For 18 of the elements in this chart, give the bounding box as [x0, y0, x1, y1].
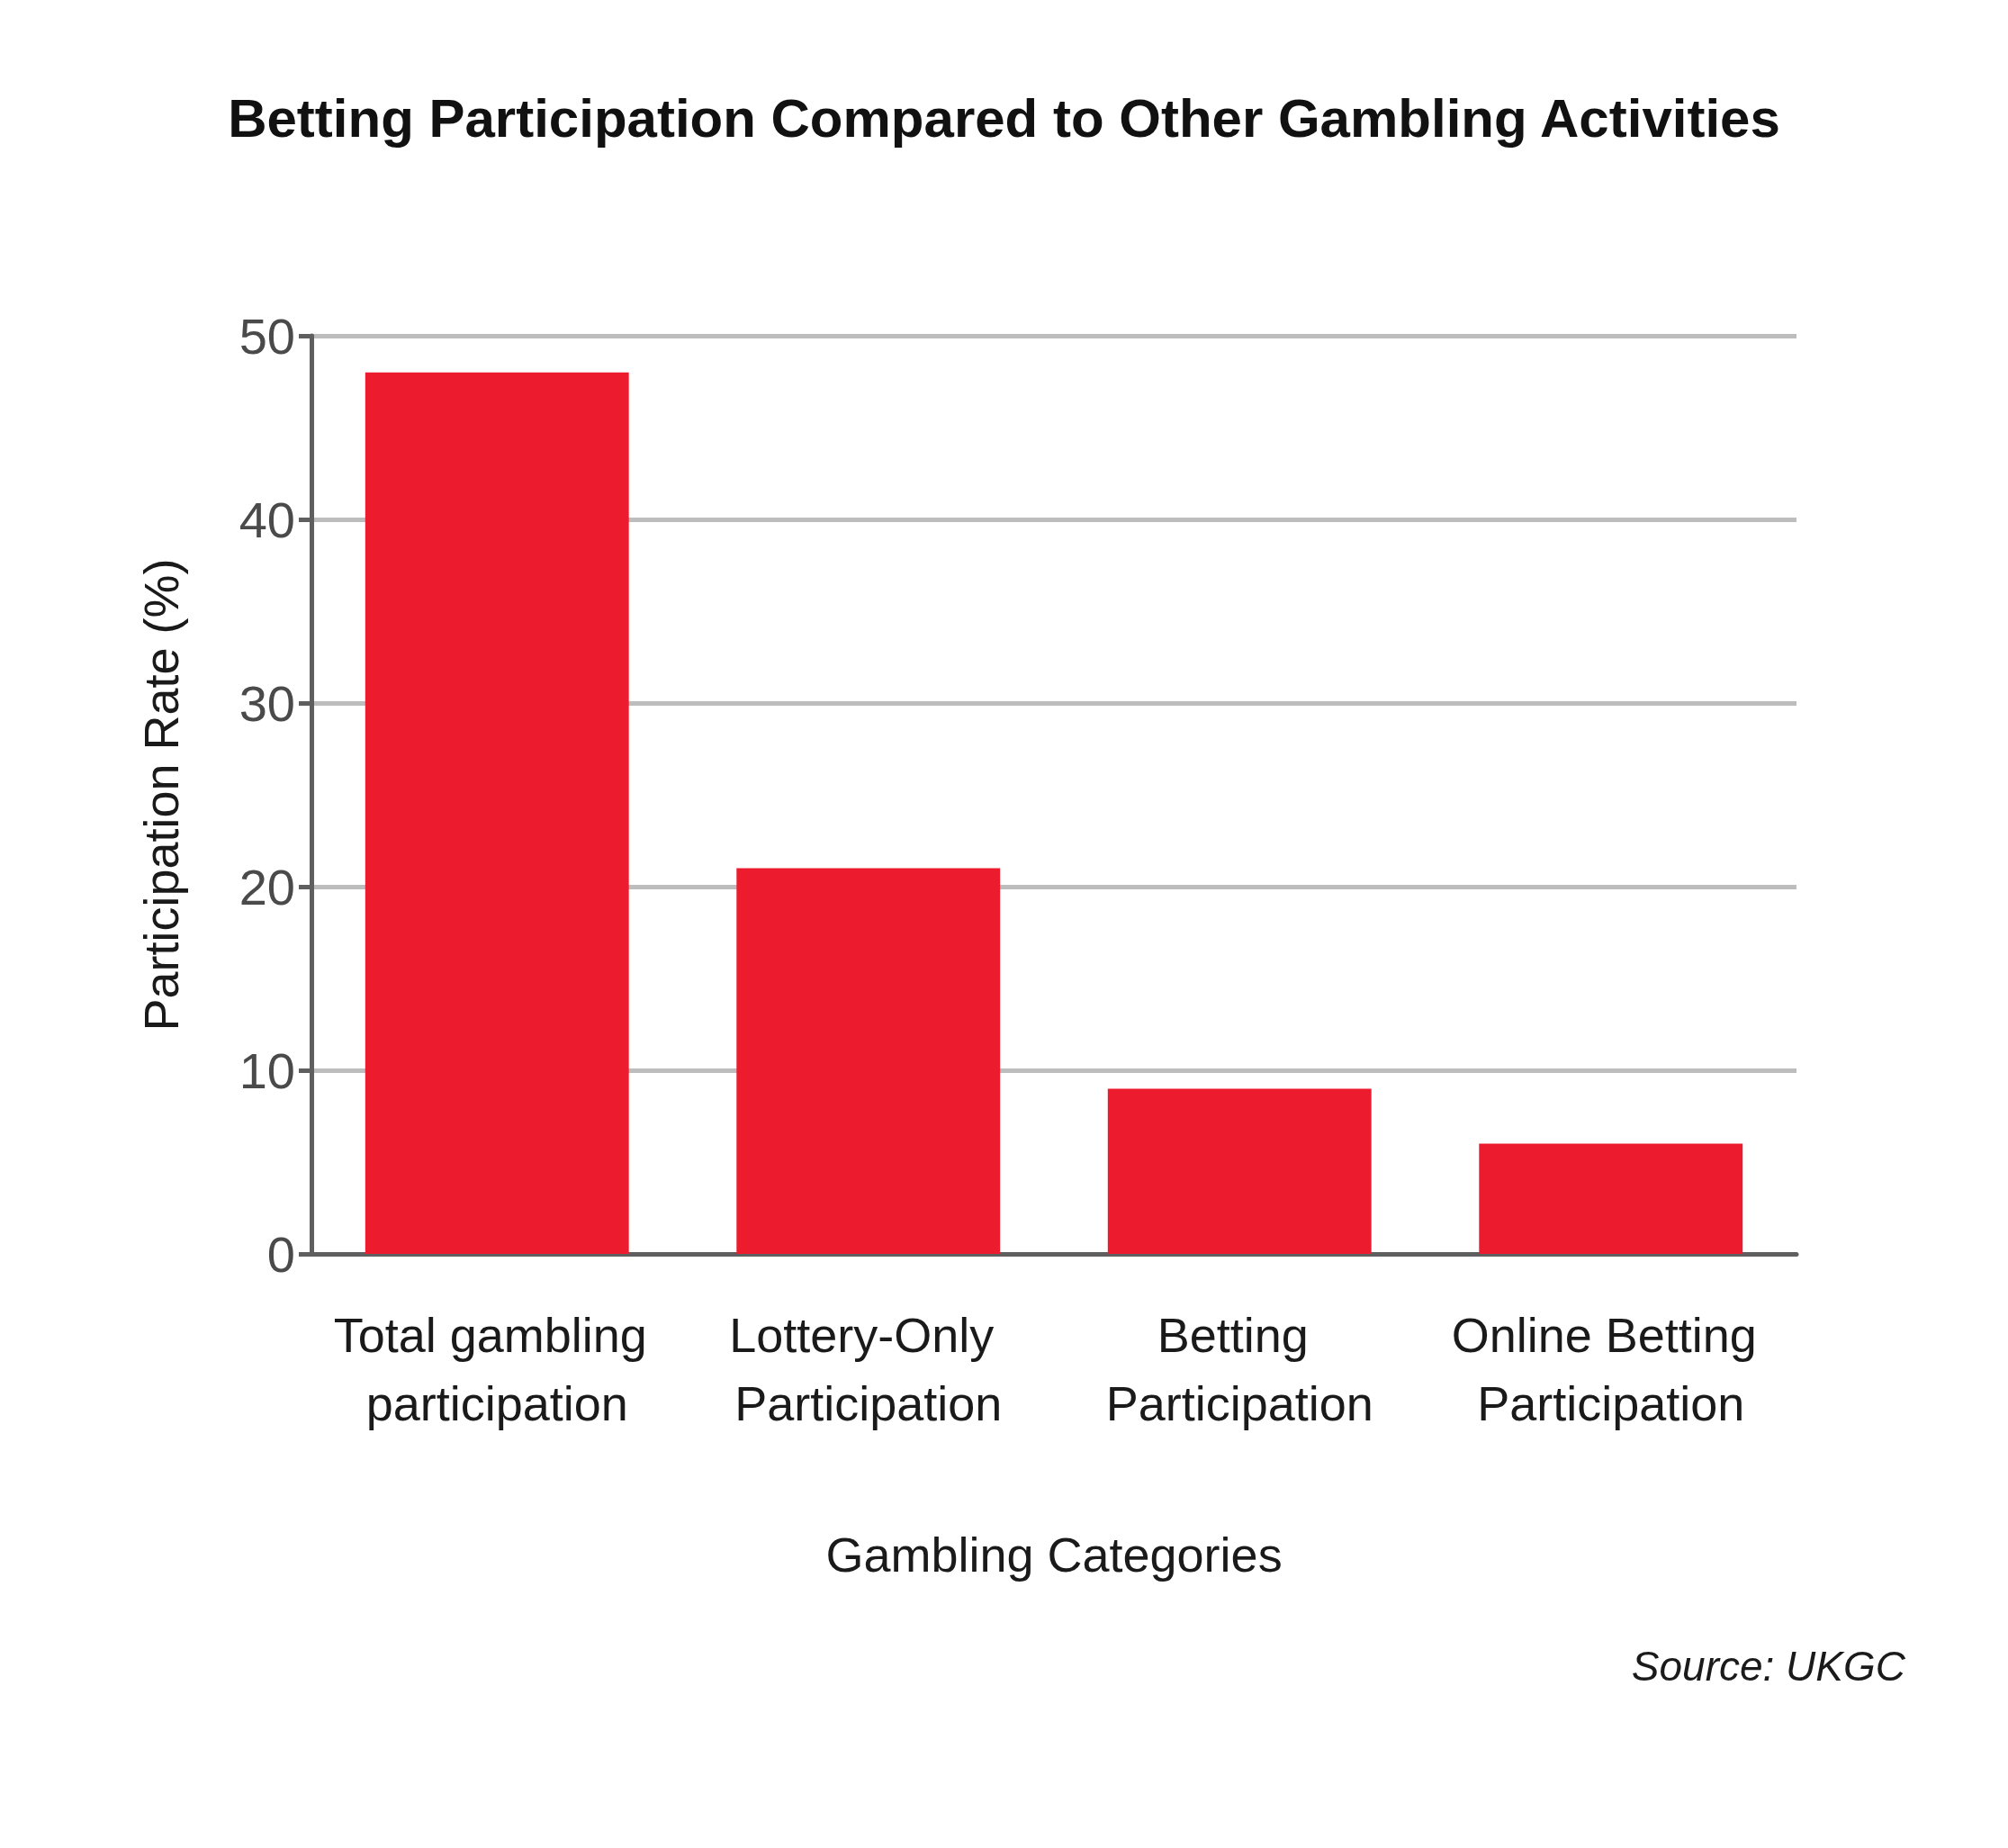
y-tick-label: 20: [239, 858, 295, 915]
y-tick-label: 0: [266, 1225, 295, 1283]
y-tick-label: 30: [239, 674, 295, 732]
y-tick-label: 40: [239, 491, 295, 548]
bar: [365, 372, 629, 1254]
x-tick-label: Lottery-Only Participation: [729, 1308, 1008, 1430]
y-axis-title: Participation Rate (%): [134, 558, 188, 1032]
x-axis-title: Gambling Categories: [825, 1528, 1283, 1582]
chart-title: Betting Participation Compared to Other Gambling Activities: [228, 87, 1780, 149]
y-tick-label: 10: [239, 1041, 295, 1099]
y-tick-label: 50: [239, 307, 295, 365]
source-note: Source: UKGC: [1631, 1643, 1906, 1690]
x-tick-label: Total gambling participation: [333, 1308, 661, 1430]
bar: [1107, 1088, 1372, 1254]
x-tick-label: Online Betting Participation: [1451, 1308, 1770, 1430]
bar: [736, 868, 1001, 1254]
bar: [1479, 1143, 1743, 1254]
x-tick-label: Betting Participation: [1105, 1308, 1373, 1430]
